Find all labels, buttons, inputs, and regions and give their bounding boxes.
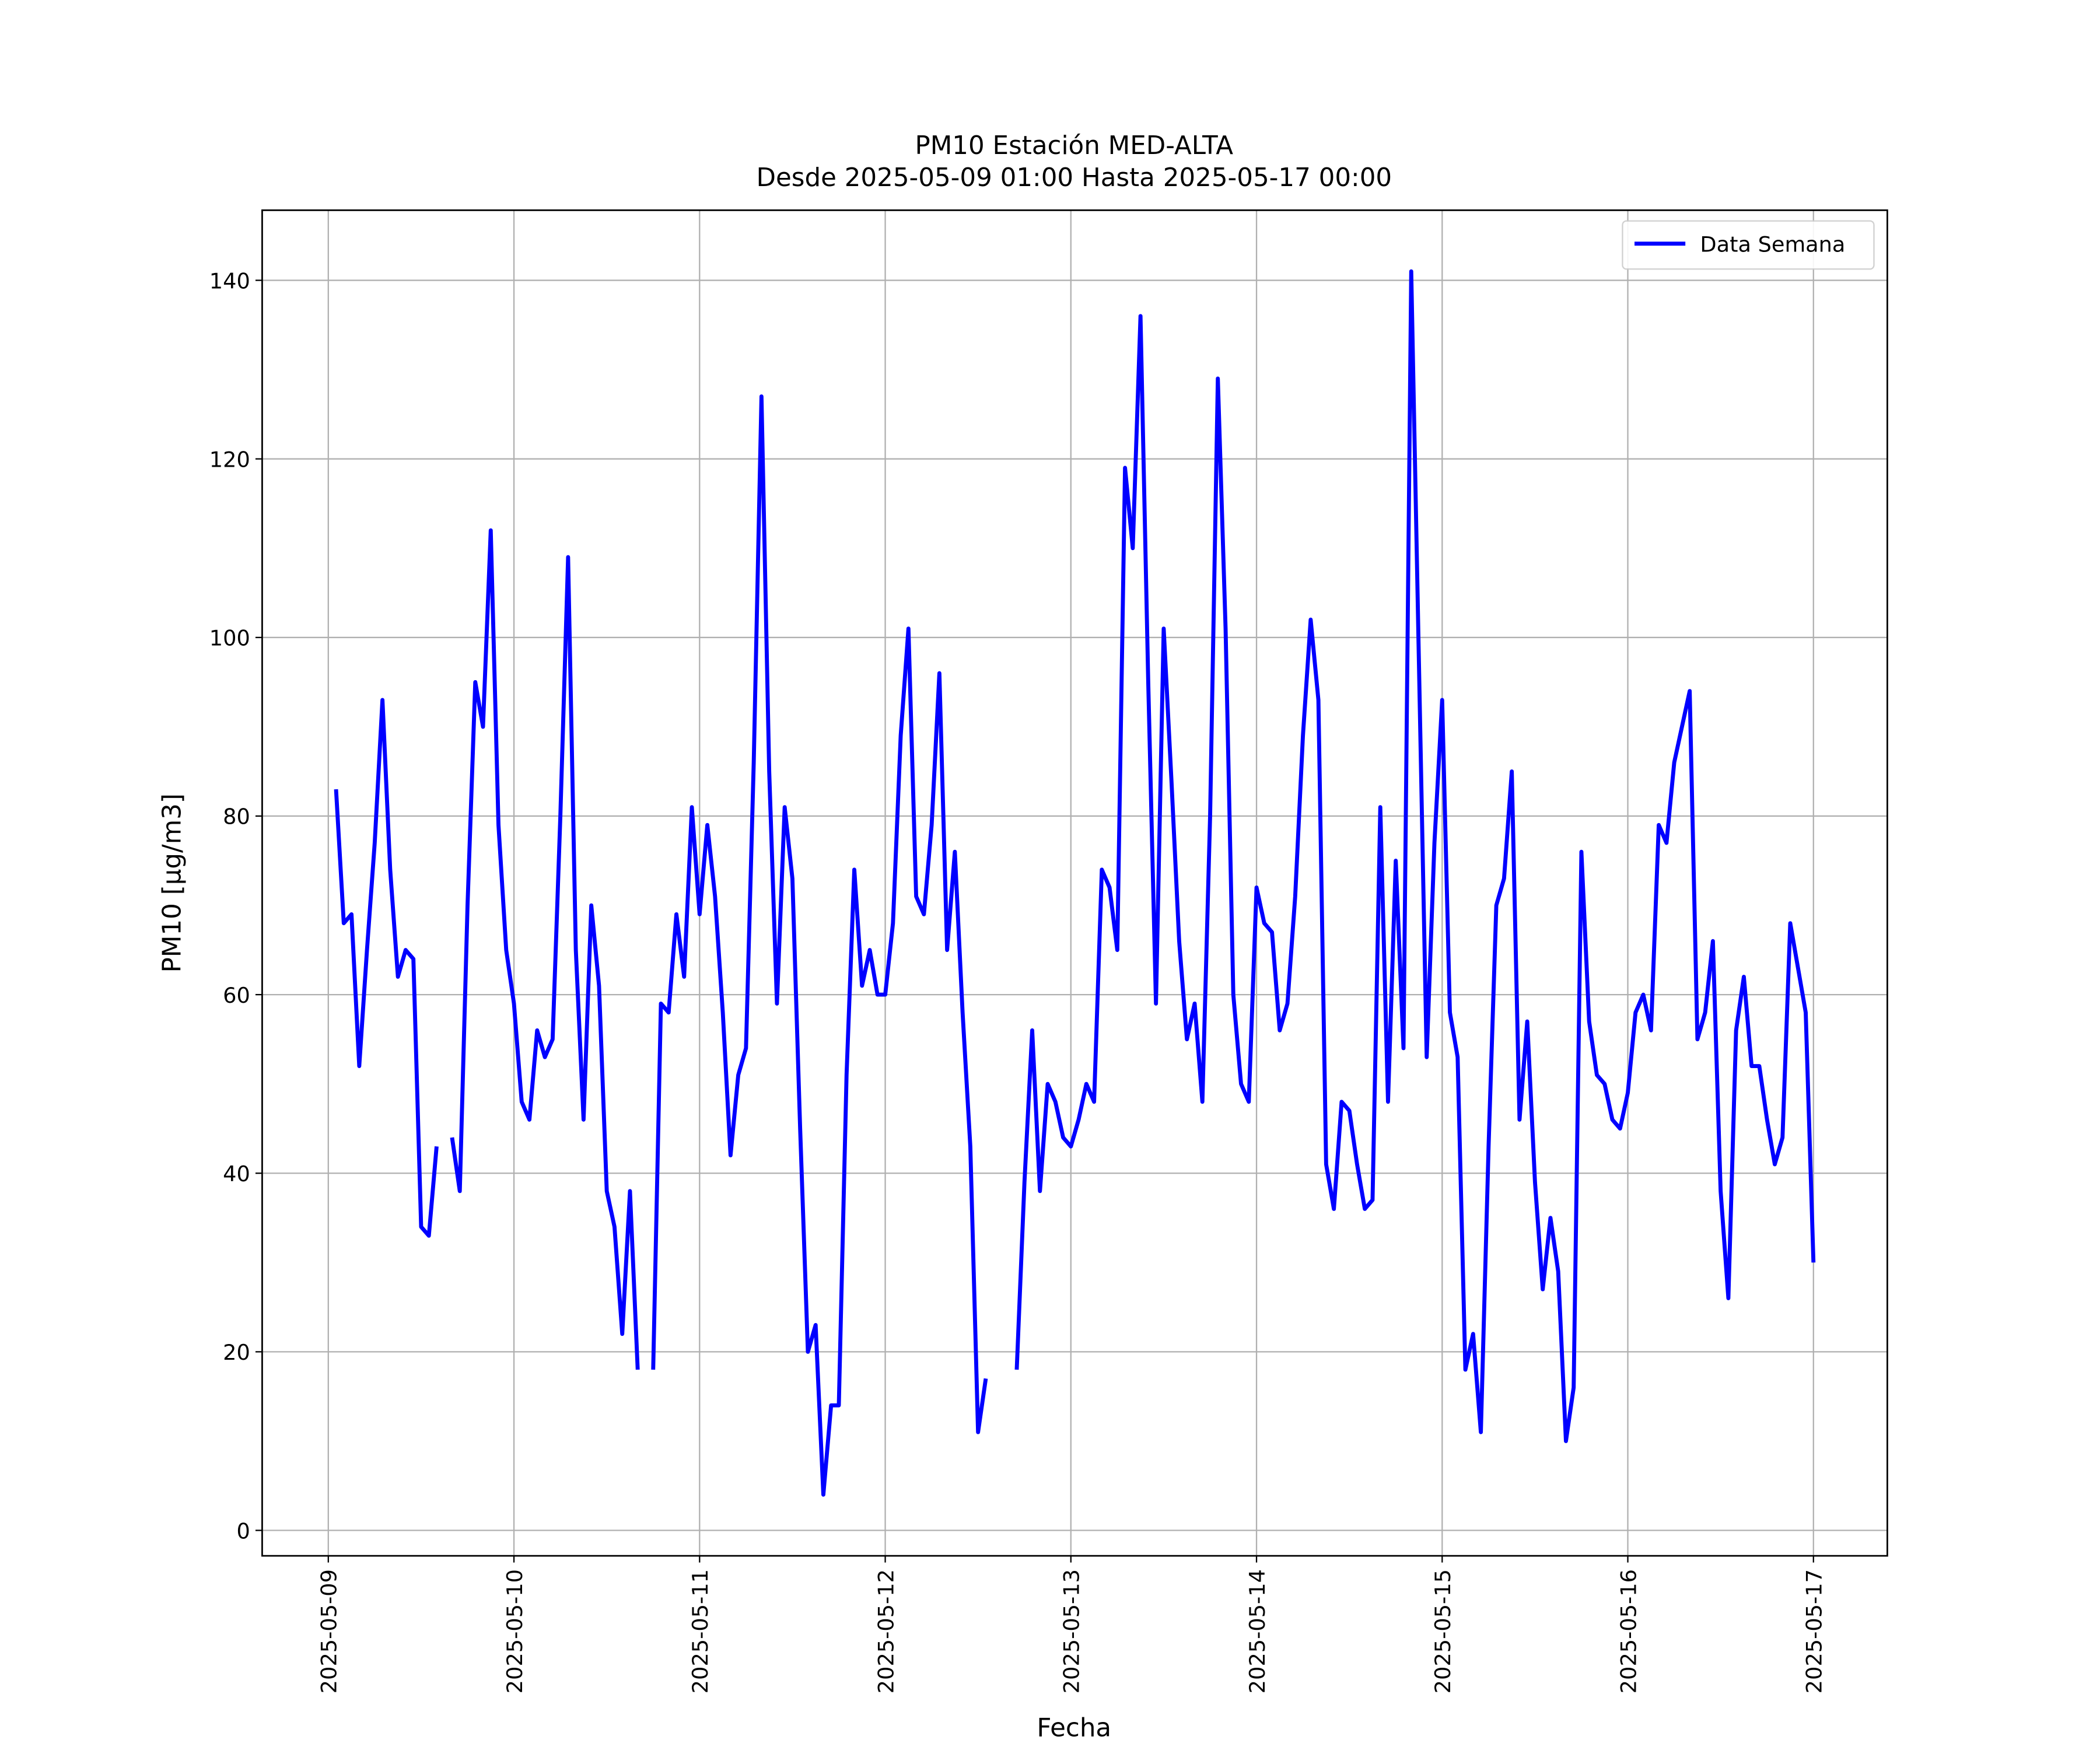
y-tick-label: 80: [223, 804, 250, 830]
chart-title: PM10 Estación MED-ALTA: [915, 131, 1233, 160]
x-tick-label: 2025-05-12: [873, 1569, 898, 1693]
legend-label: Data Semana: [1700, 232, 1845, 257]
y-tick-label: 100: [209, 626, 250, 651]
x-tick-label: 2025-05-09: [317, 1569, 342, 1693]
y-tick-label: 40: [223, 1161, 250, 1186]
y-tick-label: 140: [209, 268, 250, 293]
x-tick-label: 2025-05-13: [1059, 1569, 1084, 1693]
legend: Data Semana: [1622, 220, 1875, 270]
x-tick-label: 2025-05-11: [688, 1569, 713, 1693]
data-line: [334, 269, 1816, 1497]
x-tick-label: 2025-05-14: [1245, 1569, 1270, 1693]
y-axis-label: PM10 [μg/m3]: [158, 793, 187, 972]
x-tick-label: 2025-05-17: [1802, 1569, 1827, 1693]
x-axis-label: Fecha: [1037, 1714, 1111, 1743]
y-tick-label: 20: [223, 1340, 250, 1365]
y-tick-label: 60: [223, 983, 250, 1008]
legend-box: [1622, 220, 1875, 270]
x-tick-label: 2025-05-15: [1430, 1569, 1455, 1693]
chart-subtitle: Desde 2025-05-09 01:00 Hasta 2025-05-17 …: [756, 163, 1392, 192]
x-tick-label: 2025-05-16: [1616, 1569, 1641, 1693]
plot-frame: [261, 209, 1888, 1557]
y-tick-label: 120: [209, 447, 250, 472]
x-tick-label: 2025-05-10: [502, 1569, 527, 1693]
y-tick-label: 0: [236, 1518, 250, 1544]
